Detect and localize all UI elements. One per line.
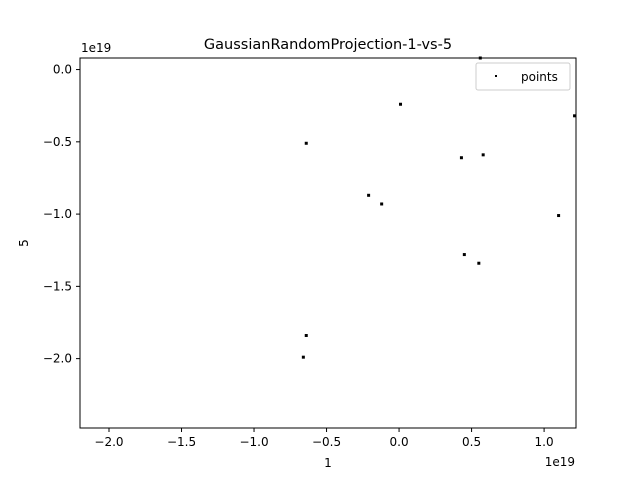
data-point [301,355,305,359]
x-tick-label: −1.0 [239,435,268,449]
data-point [477,261,481,265]
data-point [380,202,384,206]
data-point [557,214,561,218]
x-tick-label: 1.0 [535,435,554,449]
plot-frame [79,57,577,429]
y-offset-label: 1e19 [81,41,111,55]
y-tick-label: −0.5 [43,135,72,149]
x-tick-label: 0.5 [462,435,481,449]
legend: points [475,62,571,91]
data-point [462,253,466,257]
y-tick-label: −2.0 [43,352,72,366]
x-offset-label: 1e19 [545,455,575,469]
y-axis-label: 5 [17,239,31,247]
x-tick-label: −2.0 [94,435,123,449]
y-tick-label: −1.5 [43,279,72,293]
data-point [304,141,308,145]
data-point [459,156,463,160]
x-axis-ticks: −2.0 −1.5 −1.0 −0.5 0.0 0.5 1.0 [94,428,554,449]
data-point [304,334,308,337]
x-tick-label: 0.0 [390,435,409,449]
legend-entry-points: points [521,70,558,84]
data-point [399,102,403,106]
y-tick-label: −1.0 [43,207,72,221]
y-axis-ticks: 0.0 −0.5 −1.0 −1.5 −2.0 [43,63,80,366]
data-point [481,153,485,157]
x-axis-label: 1 [324,456,332,470]
legend-marker [495,75,497,77]
x-tick-label: −0.5 [312,435,341,449]
data-point [573,114,577,118]
data-point [367,193,371,197]
y-tick-label: 0.0 [53,63,72,77]
points-layer [301,56,577,359]
x-tick-label: −1.5 [167,435,196,449]
legend-box [475,62,571,91]
chart-title: GaussianRandomProjection-1-vs-5 [204,37,452,53]
